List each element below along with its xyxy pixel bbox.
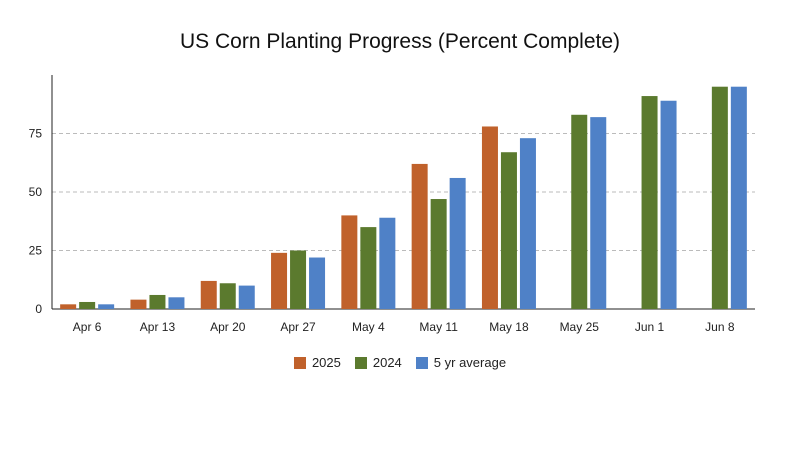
legend-label: 5 yr average xyxy=(433,355,507,370)
chart-legend: 2025 2024 5 yr average xyxy=(0,355,800,370)
x-tick-label: Apr 6 xyxy=(73,320,102,334)
x-tick-label: Jun 8 xyxy=(705,320,735,334)
bar-2024 xyxy=(571,114,588,309)
legend-label: 2025 xyxy=(311,355,341,370)
bar-2024 xyxy=(149,294,166,309)
x-tick-label: Apr 20 xyxy=(210,320,246,334)
y-tick-label: 75 xyxy=(29,127,43,141)
legend-label: 2024 xyxy=(372,355,402,370)
bar-5-yr-average xyxy=(590,117,607,310)
bar-2024 xyxy=(79,301,96,309)
bar-2025 xyxy=(60,304,77,309)
x-tick-label: May 4 xyxy=(352,320,385,334)
legend-swatch xyxy=(293,356,306,369)
bar-2025 xyxy=(411,163,428,309)
bar-5-yr-average xyxy=(519,138,536,309)
x-tick-label: Apr 27 xyxy=(280,320,316,334)
bar-2025 xyxy=(271,252,288,309)
bar-2025 xyxy=(200,280,217,309)
bar-5-yr-average xyxy=(309,257,326,309)
chart-title: US Corn Planting Progress (Percent Compl… xyxy=(179,30,620,53)
x-tick-label: May 11 xyxy=(419,320,458,334)
bar-2025 xyxy=(481,126,498,309)
y-tick-label: 25 xyxy=(29,244,43,258)
bar-5-yr-average xyxy=(168,297,185,309)
bar-5-yr-average xyxy=(238,285,255,309)
x-tick-label: Apr 13 xyxy=(140,320,176,334)
legend-item: 2025 xyxy=(293,355,341,370)
y-tick-label: 0 xyxy=(35,302,42,316)
bar-2024 xyxy=(219,283,236,309)
bar-2024 xyxy=(430,199,447,309)
x-tick-label: Jun 1 xyxy=(635,320,665,334)
bar-5-yr-average xyxy=(730,86,747,309)
legend-item: 5 yr average xyxy=(415,355,507,370)
bar-5-yr-average xyxy=(449,177,466,309)
bar-5-yr-average xyxy=(98,304,115,309)
bar-2024 xyxy=(500,152,517,309)
x-tick-label: May 25 xyxy=(560,320,600,334)
legend-item: 2024 xyxy=(354,355,402,370)
bar-2024 xyxy=(641,96,658,309)
bar-2025 xyxy=(341,215,358,309)
bar-2025 xyxy=(130,299,147,309)
y-tick-label: 50 xyxy=(29,185,43,199)
legend-swatch xyxy=(415,356,428,369)
x-tick-label: May 18 xyxy=(489,320,529,334)
bar-2024 xyxy=(290,250,307,309)
bar-2024 xyxy=(711,86,728,309)
legend-swatch xyxy=(354,356,367,369)
bar-5-yr-average xyxy=(660,100,677,310)
bar-5-yr-average xyxy=(379,217,396,309)
bar-2024 xyxy=(360,227,377,309)
